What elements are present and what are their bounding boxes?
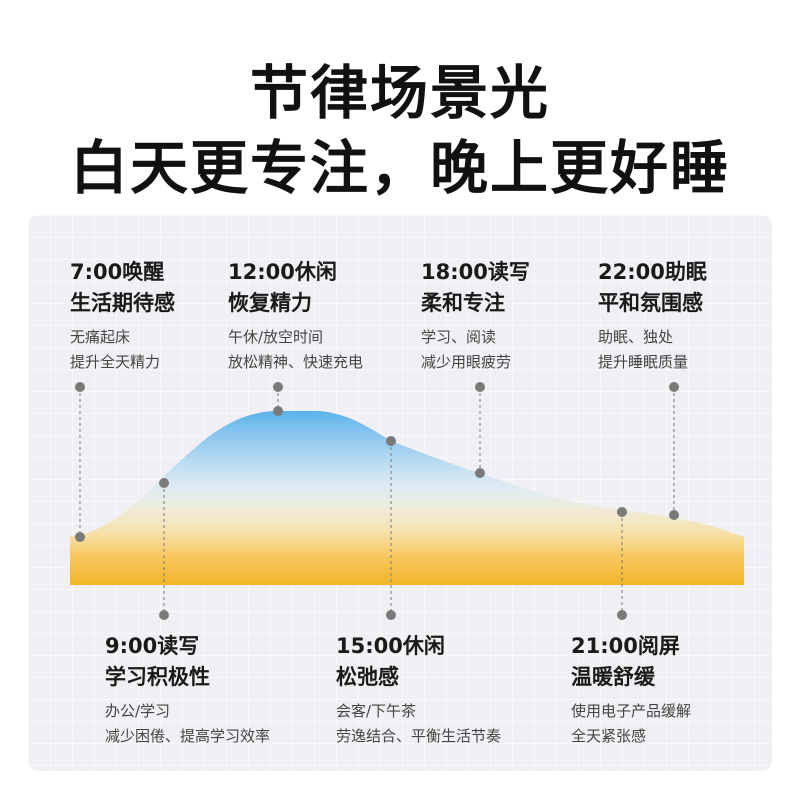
description-line: 减少用眼疲劳 [421, 353, 512, 371]
description-line: 放松精神、快速充电 [228, 353, 364, 371]
headline-title: 节律场景光 [249, 59, 550, 127]
curve-point-dot [386, 436, 396, 446]
description-line: 提升全天精力 [70, 353, 161, 371]
description-line: 午休/放空时间 [228, 328, 324, 346]
time-heading: 12:00休闲 [228, 260, 337, 284]
description-line: 劳逸结合、平衡生活节奏 [336, 727, 502, 745]
curve-point-dot [159, 478, 169, 488]
label-anchor-dot [386, 610, 396, 620]
description-line: 无痛起床 [70, 328, 131, 346]
curve-point-dot [617, 507, 627, 517]
time-heading: 22:00助眠 [598, 260, 707, 284]
mood-heading: 平和氛围感 [598, 291, 703, 315]
time-heading: 9:00读写 [105, 634, 200, 658]
mood-heading: 恢复精力 [228, 291, 312, 315]
time-markers [75, 382, 679, 620]
curve-point-dot [475, 468, 485, 478]
time-label-bottom-1: 15:00休闲 松弛感会客/下午茶劳逸结合、平衡生活节奏 [336, 631, 501, 749]
time-heading: 15:00休闲 [336, 634, 445, 658]
mood-heading: 柔和专注 [421, 291, 505, 315]
rhythm-curve-graphic [70, 382, 744, 620]
label-anchor-dot [75, 382, 85, 392]
curve-point-dot [669, 510, 679, 520]
time-label-top-2: 18:00读写 柔和专注学习、阅读减少用眼疲劳 [421, 257, 530, 375]
description-line: 会客/下午茶 [336, 702, 417, 720]
mood-heading: 松弛感 [336, 665, 399, 689]
time-heading: 18:00读写 [421, 260, 530, 284]
label-anchor-dot [273, 382, 283, 392]
mood-heading: 学习积极性 [105, 665, 210, 689]
time-label-top-1: 12:00休闲 恢复精力午休/放空时间放松精神、快速充电 [228, 257, 363, 375]
headline-subtitle: 白天更专注，晚上更好睡 [69, 134, 730, 202]
description-line: 提升睡眠质量 [598, 353, 689, 371]
mood-heading: 温暖舒缓 [571, 665, 655, 689]
description-line: 办公/学习 [105, 702, 171, 720]
time-heading: 7:00唤醒 [70, 260, 165, 284]
time-label-top-0: 7:00唤醒 生活期待感无痛起床提升全天精力 [70, 257, 175, 375]
mood-heading: 生活期待感 [70, 291, 175, 315]
curve-point-dot [75, 532, 85, 542]
label-anchor-dot [159, 610, 169, 620]
time-label-bottom-2: 21:00阅屏 温暖舒缓使用电子产品缓解 全天紧张感 [571, 631, 691, 749]
description-line: 减少困倦、提高学习效率 [105, 727, 271, 745]
cool-light-area [70, 411, 744, 555]
description-line: 学习、阅读 [421, 328, 497, 346]
label-anchor-dot [669, 382, 679, 392]
description-line: 全天紧张感 [571, 727, 647, 745]
time-label-bottom-0: 9:00读写 学习积极性办公/学习减少困倦、提高学习效率 [105, 631, 270, 749]
description-line: 助眠、独处 [598, 328, 674, 346]
label-anchor-dot [475, 382, 485, 392]
time-label-top-3: 22:00助眠 平和氛围感助眠、独处提升睡眠质量 [598, 257, 707, 375]
curve-point-dot [273, 406, 283, 416]
rhythm-panel: 7:00唤醒 生活期待感无痛起床提升全天精力 12:00休闲 恢复精力午休/放空时间放… [28, 215, 772, 771]
description-line: 使用电子产品缓解 [571, 702, 692, 720]
time-heading: 21:00阅屏 [571, 634, 680, 658]
label-anchor-dot [617, 610, 627, 620]
